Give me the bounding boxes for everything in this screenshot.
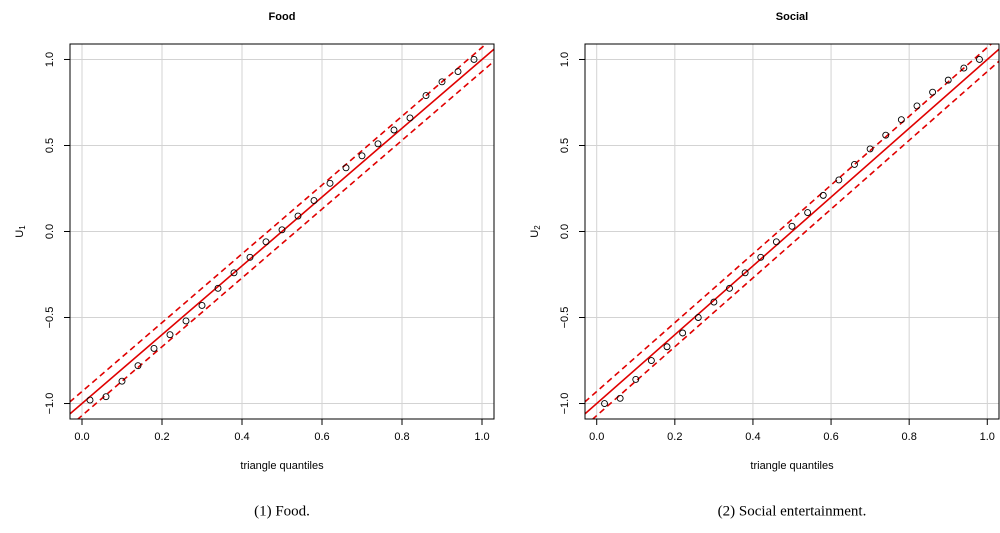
y-axis-label-sub: 1 [18, 225, 27, 230]
y-tick-label: −1.0 [559, 393, 571, 415]
point [278, 226, 286, 234]
point [438, 78, 446, 86]
x-tick-label: 1.0 [980, 431, 995, 443]
y-tick-label: −0.5 [559, 307, 571, 329]
point [819, 191, 827, 199]
point [326, 179, 334, 187]
point [118, 377, 126, 385]
x-axis-label: triangle quantiles [240, 460, 324, 472]
caption: (1) Food. [254, 503, 310, 519]
chart-title: Food [269, 11, 296, 23]
point [647, 357, 655, 364]
y-axis-label-sub: 2 [533, 225, 542, 230]
point [86, 396, 94, 404]
point [166, 331, 174, 339]
x-tick-label: 0.6 [314, 431, 329, 443]
point [342, 164, 350, 172]
x-tick-label: 0.0 [74, 431, 89, 443]
point [694, 314, 702, 321]
point [230, 269, 238, 277]
x-tick-label: 0.0 [589, 431, 604, 443]
point [835, 176, 843, 184]
x-tick-label: 0.8 [394, 431, 409, 443]
reference-line [585, 48, 999, 415]
point [976, 56, 983, 63]
point [710, 298, 718, 306]
point [944, 76, 952, 84]
point [788, 222, 796, 230]
point [294, 212, 302, 220]
point [929, 88, 937, 96]
y-axis-label-main: U [14, 230, 26, 238]
point [601, 400, 608, 407]
point [897, 116, 905, 124]
point [198, 302, 206, 309]
point [866, 145, 874, 153]
y-tick-label: 1.0 [44, 52, 56, 67]
point [246, 253, 254, 261]
point [772, 238, 780, 246]
point [913, 102, 921, 110]
point [851, 160, 858, 168]
x-tick-label: 0.4 [745, 431, 760, 443]
point [741, 269, 749, 277]
reference-line [76, 60, 494, 419]
point [390, 126, 398, 134]
x-tick-label: 0.2 [154, 431, 169, 443]
point [406, 114, 414, 122]
x-axis-label: triangle quantiles [750, 460, 834, 472]
chart-title: Social [776, 11, 808, 23]
point [134, 362, 142, 370]
point [757, 253, 765, 261]
point [214, 284, 222, 292]
point [454, 68, 462, 75]
x-tick-label: 0.4 [234, 431, 249, 443]
y-tick-label: 0.0 [44, 224, 56, 239]
point [422, 92, 430, 100]
panel: 0.0 0.2 0.4 0.6 0.8 1.0 −1.0 −0.5 0.0 0.5 1.0 Socia… [529, 11, 1000, 519]
point [358, 152, 366, 160]
y-tick-label: −1.0 [44, 393, 56, 415]
point [616, 394, 624, 402]
x-tick-label: 0.8 [902, 431, 917, 443]
x-tick-label: 0.6 [823, 431, 838, 443]
point [102, 393, 110, 401]
point [470, 56, 478, 63]
point [150, 345, 158, 352]
point [310, 197, 318, 204]
point [679, 329, 687, 337]
y-axis-label-main: U [529, 230, 541, 238]
y-tick-label: 0.0 [559, 224, 571, 239]
point [262, 238, 270, 246]
x-tick-label: 0.2 [667, 431, 682, 443]
y-tick-label: −0.5 [44, 307, 56, 329]
reference-line [70, 44, 488, 403]
y-tick-label: 1.0 [559, 52, 571, 67]
point [374, 140, 382, 148]
y-axis-label: U1 [14, 225, 27, 238]
plot-frame [584, 43, 1000, 420]
point [663, 343, 671, 351]
y-tick-label: 0.5 [44, 138, 56, 153]
point [726, 284, 733, 292]
y-axis-label: U2 [529, 225, 542, 238]
panel: 0.0 0.2 0.4 0.6 0.8 1.0 −1.0 −0.5 0.0 0.5 1.0 Food t… [14, 11, 495, 519]
reference-line [70, 48, 494, 415]
point [182, 317, 190, 325]
caption: (2) Social entertainment. [718, 503, 867, 519]
point [632, 375, 640, 383]
reference-line [585, 44, 993, 403]
point [960, 64, 968, 72]
point [804, 209, 812, 217]
plot-area [585, 44, 999, 419]
y-tick-label: 0.5 [559, 138, 571, 153]
point [882, 131, 890, 139]
plot-frame [69, 43, 495, 420]
x-tick-label: 1.0 [474, 431, 489, 443]
reference-line [591, 60, 999, 419]
plot-area [70, 44, 494, 419]
